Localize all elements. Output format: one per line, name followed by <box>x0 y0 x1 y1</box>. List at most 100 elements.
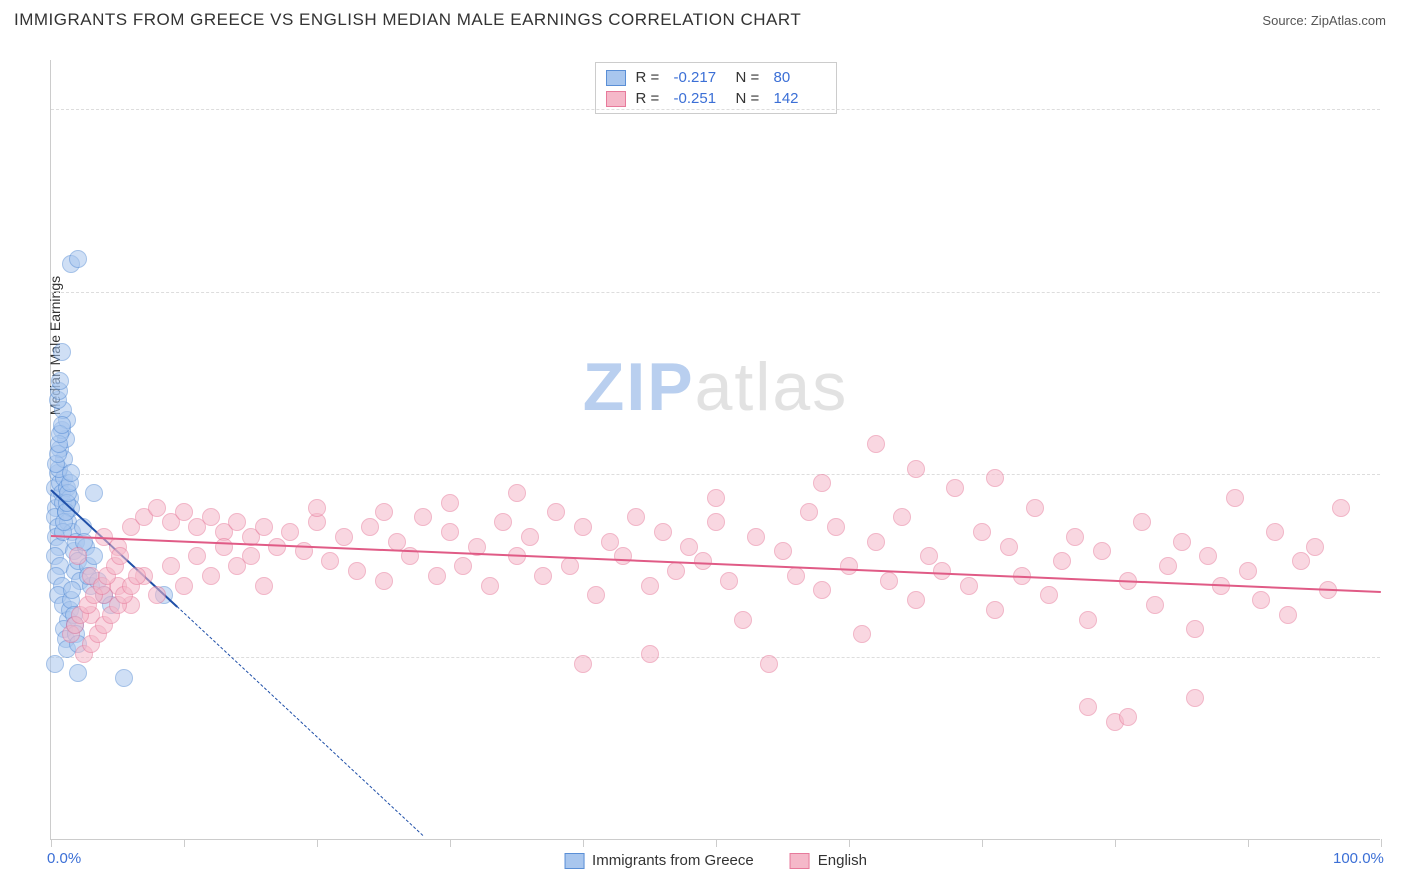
data-point <box>481 577 499 595</box>
data-point <box>774 542 792 560</box>
watermark-atlas: atlas <box>695 349 849 425</box>
data-point <box>986 601 1004 619</box>
data-point <box>148 499 166 517</box>
data-point <box>1266 523 1284 541</box>
data-point <box>1146 596 1164 614</box>
data-point <box>175 503 193 521</box>
data-point <box>547 503 565 521</box>
gridline <box>51 657 1380 658</box>
data-point <box>760 655 778 673</box>
data-point <box>308 499 326 517</box>
data-point <box>641 645 659 663</box>
data-point <box>1000 538 1018 556</box>
x-tick <box>317 839 318 847</box>
data-point <box>85 484 103 502</box>
data-point <box>228 513 246 531</box>
x-tick <box>1381 839 1382 847</box>
data-point <box>1292 552 1310 570</box>
watermark-zip: ZIP <box>583 349 695 425</box>
data-point <box>614 547 632 565</box>
data-point <box>1133 513 1151 531</box>
x-tick-label: 100.0% <box>1333 850 1384 867</box>
data-point <box>694 552 712 570</box>
data-point <box>1186 620 1204 638</box>
data-point <box>1079 611 1097 629</box>
data-point <box>1093 542 1111 560</box>
data-point <box>215 538 233 556</box>
watermark: ZIPatlas <box>583 348 848 426</box>
source-label: Source: <box>1262 13 1307 28</box>
n-label: N = <box>736 69 764 86</box>
data-point <box>1226 489 1244 507</box>
data-point <box>720 572 738 590</box>
gridline <box>51 292 1380 293</box>
r-label: R = <box>636 90 664 107</box>
y-tick-label: $112,500 <box>1390 283 1406 300</box>
x-tick <box>849 839 850 847</box>
swatch-greece <box>606 70 626 86</box>
x-tick <box>184 839 185 847</box>
data-point <box>827 518 845 536</box>
swatch-english <box>606 91 626 107</box>
correlation-legend: R = -0.217 N = 80 R = -0.251 N = 142 <box>595 62 837 114</box>
data-point <box>946 479 964 497</box>
data-point <box>1066 528 1084 546</box>
data-point <box>893 508 911 526</box>
data-point <box>1079 698 1097 716</box>
data-point <box>800 503 818 521</box>
x-tick-label: 0.0% <box>47 850 81 867</box>
data-point <box>707 489 725 507</box>
data-point <box>787 567 805 585</box>
data-point <box>707 513 725 531</box>
data-point <box>53 343 71 361</box>
data-point <box>242 547 260 565</box>
data-point <box>361 518 379 536</box>
data-point <box>321 552 339 570</box>
data-point <box>867 435 885 453</box>
data-point <box>69 250 87 268</box>
data-point <box>508 484 526 502</box>
n-value-greece: 80 <box>774 69 826 86</box>
data-point <box>335 528 353 546</box>
data-point <box>680 538 698 556</box>
data-point <box>128 567 146 585</box>
data-point <box>62 464 80 482</box>
y-tick-label: $37,500 <box>1390 649 1406 666</box>
data-point <box>907 460 925 478</box>
data-point <box>1252 591 1270 609</box>
data-point <box>255 518 273 536</box>
data-point <box>867 533 885 551</box>
data-point <box>53 416 71 434</box>
trend-extrapolation <box>177 606 424 836</box>
chart-header: IMMIGRANTS FROM GREECE VS ENGLISH MEDIAN… <box>0 0 1406 34</box>
data-point <box>813 581 831 599</box>
data-point <box>1159 557 1177 575</box>
gridline <box>51 109 1380 110</box>
data-point <box>840 557 858 575</box>
data-point <box>441 494 459 512</box>
data-point <box>428 567 446 585</box>
data-point <box>574 518 592 536</box>
data-point <box>813 474 831 492</box>
data-point <box>1119 708 1137 726</box>
data-point <box>853 625 871 643</box>
data-point <box>255 577 273 595</box>
data-point <box>1332 499 1350 517</box>
x-tick <box>1115 839 1116 847</box>
data-point <box>348 562 366 580</box>
data-point <box>574 655 592 673</box>
x-tick <box>51 839 52 847</box>
data-point <box>1040 586 1058 604</box>
data-point <box>115 669 133 687</box>
data-point <box>414 508 432 526</box>
swatch-greece-icon <box>564 853 584 869</box>
legend-label-english: English <box>818 852 867 869</box>
series-legend: Immigrants from Greece English <box>564 852 867 869</box>
data-point <box>63 581 81 599</box>
data-point <box>175 577 193 595</box>
data-point <box>51 372 69 390</box>
x-tick <box>583 839 584 847</box>
y-tick-label: $150,000 <box>1390 100 1406 117</box>
data-point <box>188 547 206 565</box>
data-point <box>494 513 512 531</box>
